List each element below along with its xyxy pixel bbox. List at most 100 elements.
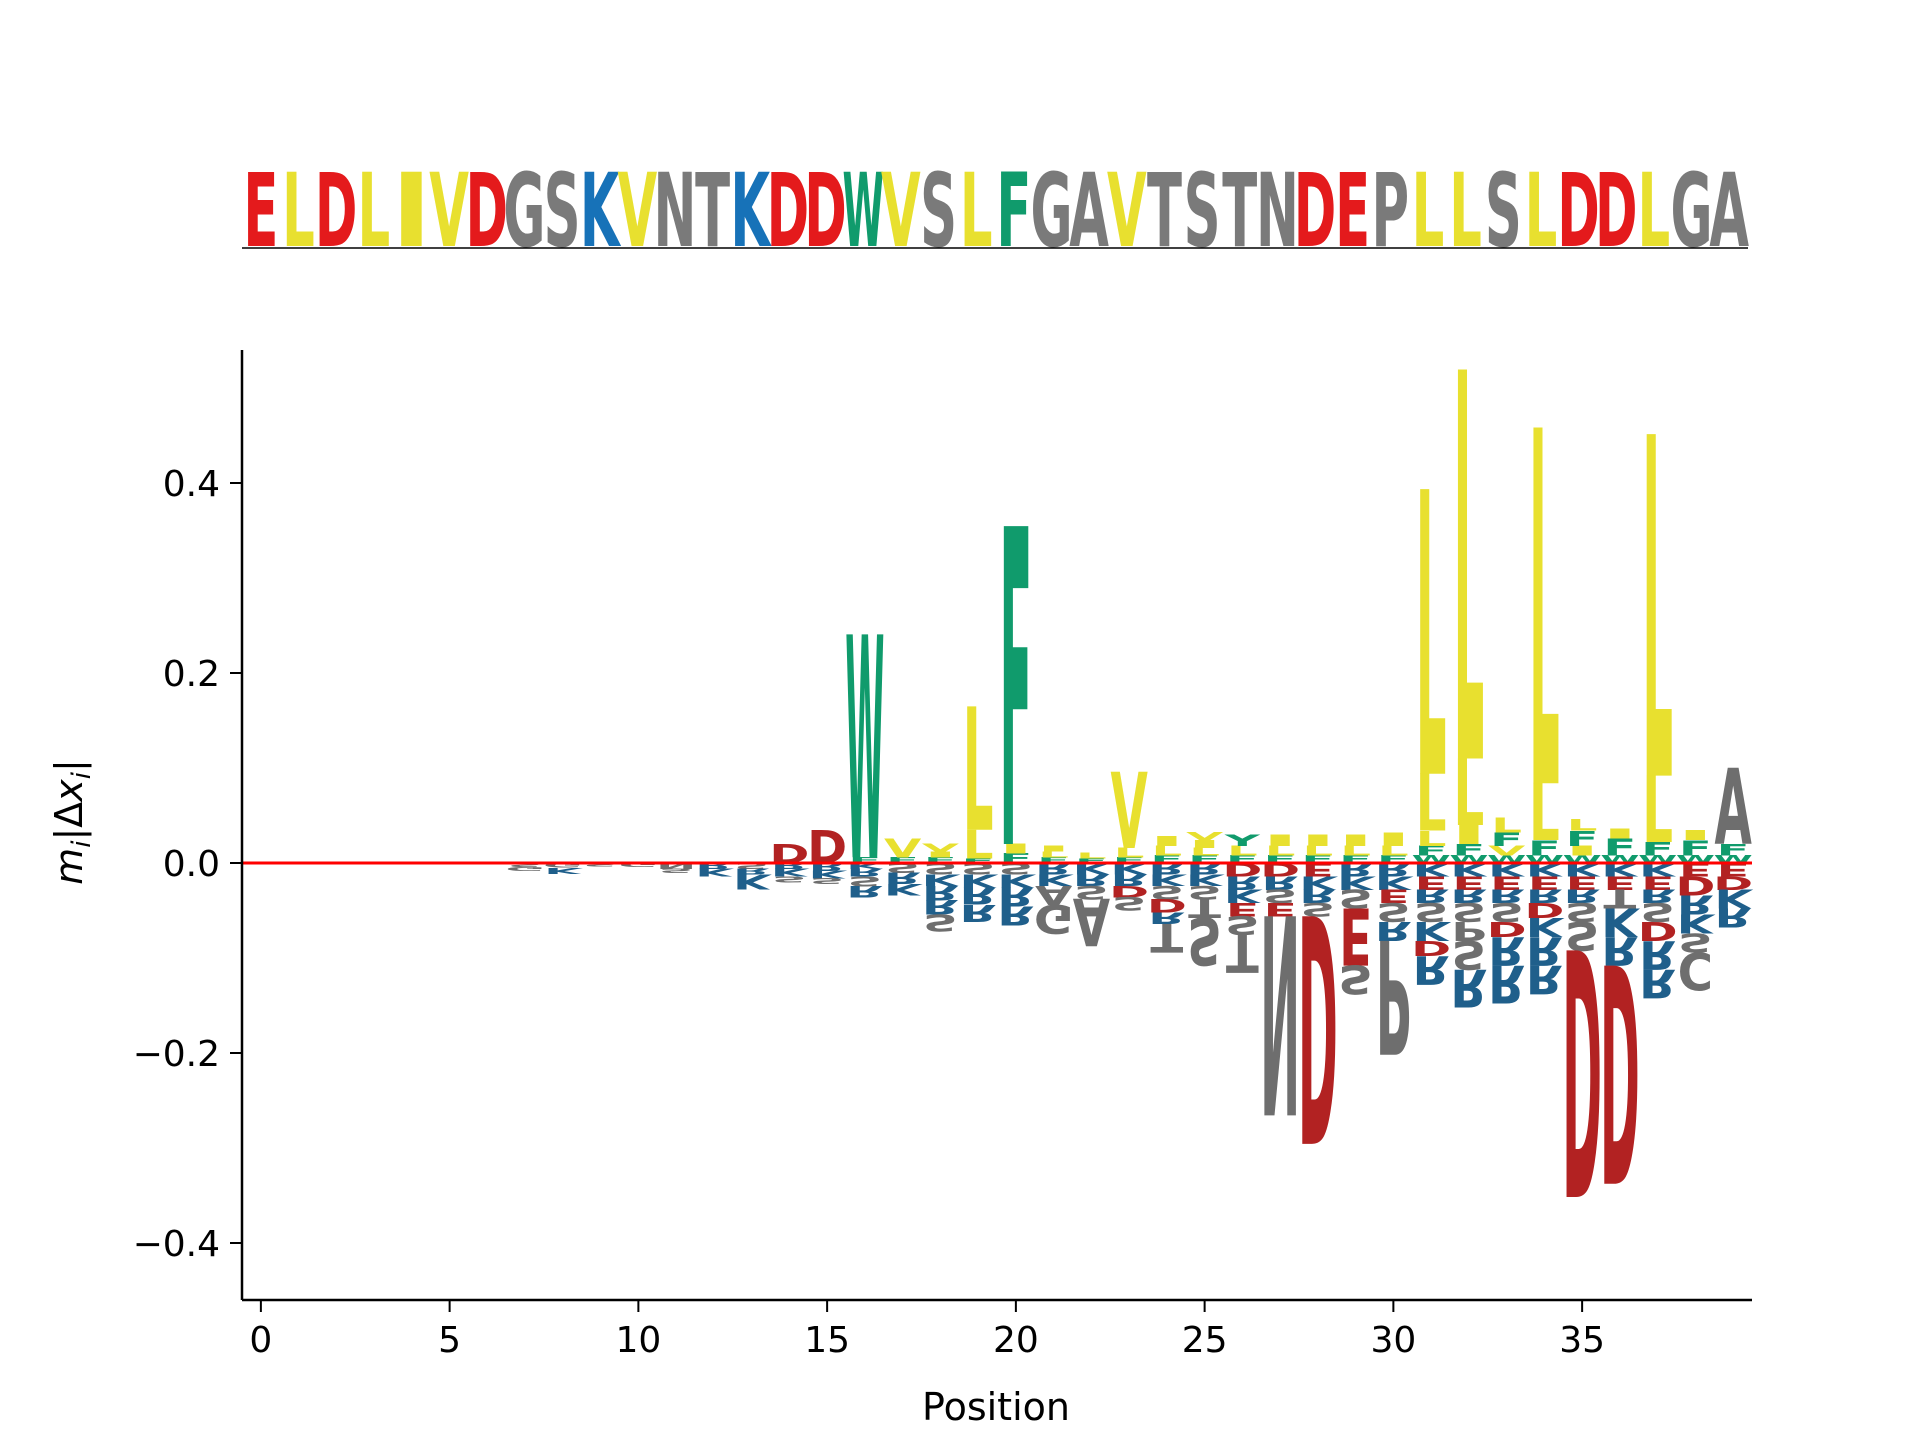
logo-letter-negative: D (1675, 870, 1715, 900)
logo-letter-negative: S (659, 867, 694, 875)
x-axis-title: Position (922, 1385, 1070, 1429)
logo-letter-negative: E (1377, 885, 1410, 906)
logo-letter-negative: P (1451, 915, 1486, 945)
logo-letter-positive: F (1188, 854, 1221, 866)
logo-letter-positive: F (924, 856, 957, 865)
logo-letter-positive: L (1454, 741, 1485, 847)
sequence-letter: S (920, 151, 957, 270)
logo-letter-negative: D (1298, 842, 1338, 1205)
logo-letter-negative: T (1188, 892, 1222, 922)
sequence-letter: D (804, 151, 847, 270)
logo-letter-positive: I (1450, 820, 1488, 850)
sequence-letter: E (1335, 151, 1370, 270)
logo-letter-negative: S (1112, 893, 1147, 914)
sequence-letter: V (1107, 151, 1147, 270)
x-tick-label: 10 (615, 1320, 661, 1361)
logo-letter-negative: R (1073, 870, 1110, 888)
sequence-letter: V (429, 151, 469, 270)
logo-letter-positive: I (1601, 826, 1639, 841)
sequence-letter: K (580, 151, 621, 270)
logo-letter-positive: L (1378, 844, 1409, 859)
logo-letter-negative: S (508, 862, 543, 868)
logo-letter-negative: S (1452, 931, 1487, 976)
logo-letter-negative: K (808, 868, 848, 880)
logo-letter-positive: L (1189, 846, 1220, 858)
y-axis-title: mi|Δxi| (47, 759, 97, 885)
logo-letter-positive: I (1299, 832, 1337, 850)
logo-letter-positive: L (1454, 264, 1485, 885)
logo-letter-negative: K (1148, 870, 1187, 888)
logo-letter-negative: R (960, 899, 997, 926)
sequence-letter: N (1256, 151, 1299, 270)
logo-letter-positive: L (1303, 844, 1334, 859)
logo-letter-negative: R (1639, 885, 1676, 906)
y-tick-label: −0.4 (133, 1224, 220, 1265)
logo-letter-negative: D (1638, 915, 1678, 945)
logo-letter-negative: S (1074, 881, 1109, 902)
logo-letter-negative: K (1375, 872, 1415, 893)
logo-letter-negative: R (1601, 927, 1638, 972)
logo-letter-negative: R (771, 861, 808, 870)
logo-letter-negative: R (1488, 927, 1525, 972)
logo-letter-negative: E (1226, 898, 1259, 919)
logo-letter-negative: A (1035, 879, 1072, 909)
logo-letter-positive: W (1638, 854, 1677, 866)
logo-letter-negative: D (1411, 936, 1451, 960)
logo-letter-positive: W (1563, 854, 1602, 866)
x-tick-label: 35 (1559, 1320, 1605, 1361)
y-tick-label: 0.4 (163, 464, 220, 505)
logo-letter-negative: S (810, 876, 845, 885)
logo-letter-negative: R (1413, 885, 1450, 906)
logo-letter-positive: I (1676, 828, 1714, 843)
logo-letter-negative: R (846, 882, 883, 900)
logo-letter-positive: D (807, 821, 847, 874)
logo-letter-negative: S (1414, 896, 1449, 926)
logo-letter-negative: R (1488, 885, 1525, 906)
logo-letter-positive: F (1490, 829, 1523, 850)
logo-letter-positive: L (1265, 844, 1296, 859)
logo-letter-negative: K (733, 869, 772, 893)
sequence-letter: T (1222, 151, 1257, 270)
logo-letter-negative: R (1413, 946, 1450, 991)
logo-letter-positive: I (1148, 834, 1186, 849)
logo-letter-negative: T (1603, 883, 1637, 913)
logo-letter-positive: I (1186, 838, 1224, 850)
logo-letter-negative: R (809, 860, 846, 872)
logo-letter-negative: R (884, 869, 921, 887)
logo-letter-positive: W (1714, 854, 1753, 866)
logo-letter-negative: G (543, 861, 583, 869)
logo-letter-positive: F (1301, 854, 1334, 866)
logo-letter-positive: F (1264, 854, 1297, 866)
logo-letter-negative: R (1450, 957, 1487, 1018)
logo-letter-positive: F (1566, 827, 1599, 851)
logo-letter-negative: S (1338, 956, 1373, 1001)
sequence-letter: L (282, 151, 315, 270)
sequence-letter: D (315, 151, 358, 270)
logo-letter-negative: K (959, 870, 999, 891)
logo-letter-positive: F (1679, 836, 1712, 860)
logo-letter-positive: V (884, 834, 921, 864)
logo-letter-negative: R (997, 900, 1034, 930)
logo-letter-negative: G (505, 865, 545, 871)
x-tick-label: 0 (249, 1320, 272, 1361)
logo-letter-negative: K (1714, 883, 1754, 913)
logo-letter-positive: F (962, 857, 995, 865)
sequence-letter: S (1184, 151, 1221, 270)
logo-letter-positive: V (1110, 753, 1147, 874)
x-tick-label: 25 (1182, 1320, 1228, 1361)
sequence-letter: L (1449, 151, 1482, 270)
logo-letter-positive: A (1714, 749, 1751, 870)
logo-letter-positive: L (1491, 814, 1522, 838)
logo-letter-positive: L (1038, 850, 1069, 859)
sequence-letter: L (960, 151, 993, 270)
logo-letter-positive: F (1603, 834, 1636, 861)
logo-letter-negative: D (1600, 894, 1640, 1243)
logo-letter-positive: F (1226, 854, 1259, 866)
sequence-letter: I (391, 152, 431, 270)
logo-letter-positive: L (1340, 844, 1371, 859)
logo-letter-negative: R (922, 895, 959, 918)
logo-letter-negative: E (1490, 872, 1523, 893)
y-tick-label: −0.2 (133, 1034, 220, 1075)
logo-letter-positive: W (1487, 854, 1526, 866)
